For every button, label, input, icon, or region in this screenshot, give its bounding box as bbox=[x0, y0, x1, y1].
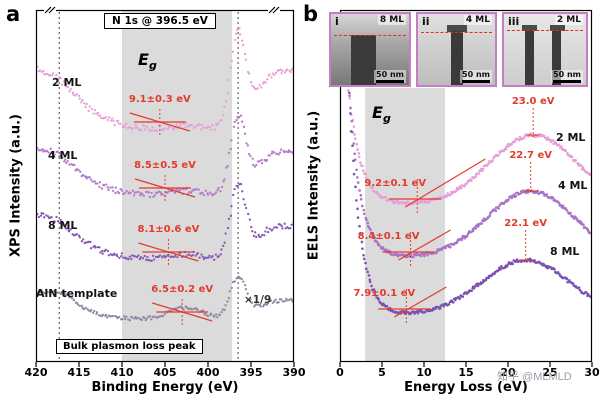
watermark: 知乎 @MLMLD bbox=[497, 371, 572, 383]
eels-x-tick: 30 bbox=[584, 366, 600, 379]
xps-title-box: N 1s @ 396.5 eV bbox=[104, 13, 216, 29]
nanostructure-silhouette bbox=[524, 29, 534, 85]
xps-bandgap-symbol: Eg bbox=[138, 50, 157, 72]
eels-y-axis-title: EELS Intensity (a.u.) bbox=[306, 110, 322, 261]
xps-x-tick: 395 bbox=[239, 366, 263, 379]
eg-subscript: g bbox=[382, 112, 391, 126]
inset-letter: ii bbox=[422, 15, 430, 28]
scalebar-label: 50 nm bbox=[462, 70, 490, 79]
scalebar-line bbox=[462, 80, 490, 83]
scalebar: 50 nm bbox=[460, 70, 492, 83]
inset-sample-label: 2 ML bbox=[554, 15, 583, 25]
inset-letter: iii bbox=[508, 15, 520, 28]
scalebar-label: 50 nm bbox=[376, 70, 404, 79]
scalebar: 50 nm bbox=[374, 70, 406, 83]
linescan-marker bbox=[507, 29, 583, 31]
bulk-plasmon-box: Bulk plasmon loss peak bbox=[56, 339, 203, 354]
nanostructure-silhouette bbox=[351, 35, 377, 85]
nanostructure-silhouette bbox=[522, 25, 537, 32]
inset-sample-label: 4 ML bbox=[463, 15, 492, 25]
xps-x-tick: 390 bbox=[282, 366, 306, 379]
xps-x-tick: 420 bbox=[24, 366, 48, 379]
scale-note: ×1/9 bbox=[244, 294, 272, 306]
xps-y-axis-title: XPS Intensity (a.u.) bbox=[8, 114, 24, 258]
eels-x-tick: 5 bbox=[378, 366, 386, 379]
inset-sample-label: 8 ML bbox=[377, 15, 406, 25]
linescan-marker bbox=[334, 35, 406, 37]
xps-x-tick: 415 bbox=[67, 366, 91, 379]
eg-symbol: E bbox=[138, 50, 149, 69]
panel-a-letter: a bbox=[6, 2, 21, 26]
eels-x-tick: 10 bbox=[416, 366, 432, 379]
xps-plot-canvas bbox=[35, 6, 295, 367]
scalebar: 50 nm bbox=[551, 70, 583, 83]
xps-x-tick: 400 bbox=[196, 366, 220, 379]
eg-subscript: g bbox=[148, 59, 157, 73]
linescan-marker bbox=[421, 32, 492, 34]
nanostructure-silhouette bbox=[549, 25, 565, 32]
scalebar-label: 50 nm bbox=[553, 70, 581, 79]
xps-x-axis-title: Binding Energy (eV) bbox=[91, 380, 239, 395]
tem-inset-ii: ii 4 ML 50 nm bbox=[416, 12, 497, 87]
eels-x-tick: 0 bbox=[336, 366, 344, 379]
panel-b-letter: b bbox=[303, 2, 319, 26]
xps-x-tick: 405 bbox=[153, 366, 177, 379]
inset-letter: i bbox=[335, 15, 339, 28]
nanostructure-silhouette bbox=[552, 29, 562, 85]
nanostructure-silhouette bbox=[451, 31, 463, 85]
eels-x-axis-title: Energy Loss (eV) bbox=[404, 380, 528, 395]
nanostructure-silhouette bbox=[447, 25, 468, 33]
xps-x-tick: 410 bbox=[110, 366, 134, 379]
scalebar-line bbox=[376, 80, 404, 83]
eg-symbol: E bbox=[372, 103, 383, 122]
scalebar-line bbox=[553, 80, 581, 83]
eels-plot-canvas bbox=[339, 9, 593, 367]
eels-bandgap-symbol: Eg bbox=[372, 103, 391, 125]
tem-inset-iii: iii 2 ML 50 nm bbox=[502, 12, 588, 87]
eels-x-tick: 15 bbox=[458, 366, 474, 379]
tem-inset-i: i 8 ML 50 nm bbox=[329, 12, 411, 87]
